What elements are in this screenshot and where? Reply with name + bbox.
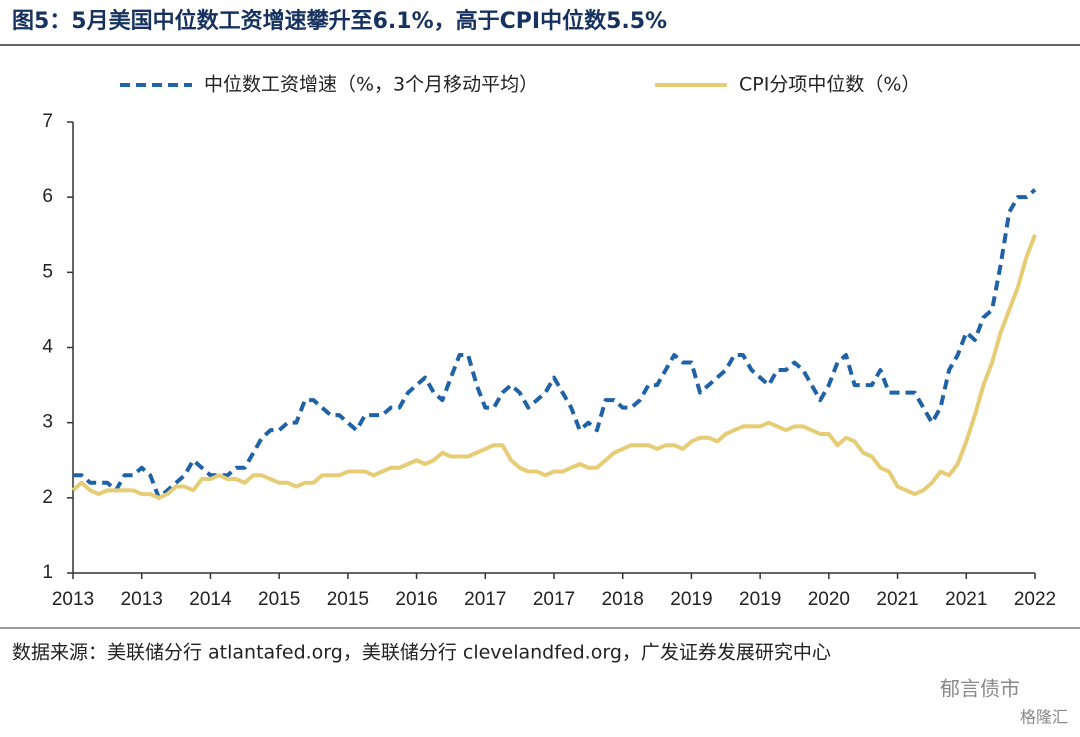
x-tick-label: 2018 <box>602 589 644 610</box>
x-tick-label: 2013 <box>121 589 163 610</box>
source: 数据来源：美联储分行 atlantafed.org，美联储分行 clevelan… <box>12 642 831 664</box>
y-tick-label: 5 <box>42 261 53 282</box>
x-tick-label: 2015 <box>258 589 300 610</box>
x-tick-label: 2021 <box>945 589 987 610</box>
y-tick-label: 2 <box>42 487 53 508</box>
x-tick-label: 2016 <box>395 589 437 610</box>
watermark: 格隆汇 <box>1020 708 1068 727</box>
x-tick-label: 2017 <box>533 589 575 610</box>
chart-title: 图5：5月美国中位数工资增速攀升至6.1%，高于CPI中位数5.5% <box>12 8 667 34</box>
legend-label: 中位数工资增速（%，3个月移动平均） <box>204 74 538 96</box>
y-tick-label: 7 <box>42 111 53 132</box>
series-line <box>71 234 1037 500</box>
y-tick-label: 6 <box>42 186 53 207</box>
y-tick-label: 3 <box>42 412 53 433</box>
x-tick-label: 2013 <box>52 589 94 610</box>
y-tick-label: 4 <box>42 337 53 358</box>
legend-label: CPI分项中位数（%） <box>739 74 920 96</box>
x-tick-label: 2015 <box>327 589 369 610</box>
x-tick-label: 2014 <box>189 589 232 610</box>
x-tick-label: 2021 <box>876 589 918 610</box>
x-tick-label: 2019 <box>739 589 781 610</box>
x-tick-label: 2022 <box>1014 589 1056 610</box>
watermark: 郁言债市 <box>940 677 1020 701</box>
x-tick-label: 2019 <box>670 589 712 610</box>
y-tick-label: 1 <box>42 562 53 583</box>
x-tick-label: 2020 <box>808 589 850 610</box>
x-tick-label: 2017 <box>464 589 506 610</box>
series-line <box>73 188 1037 500</box>
